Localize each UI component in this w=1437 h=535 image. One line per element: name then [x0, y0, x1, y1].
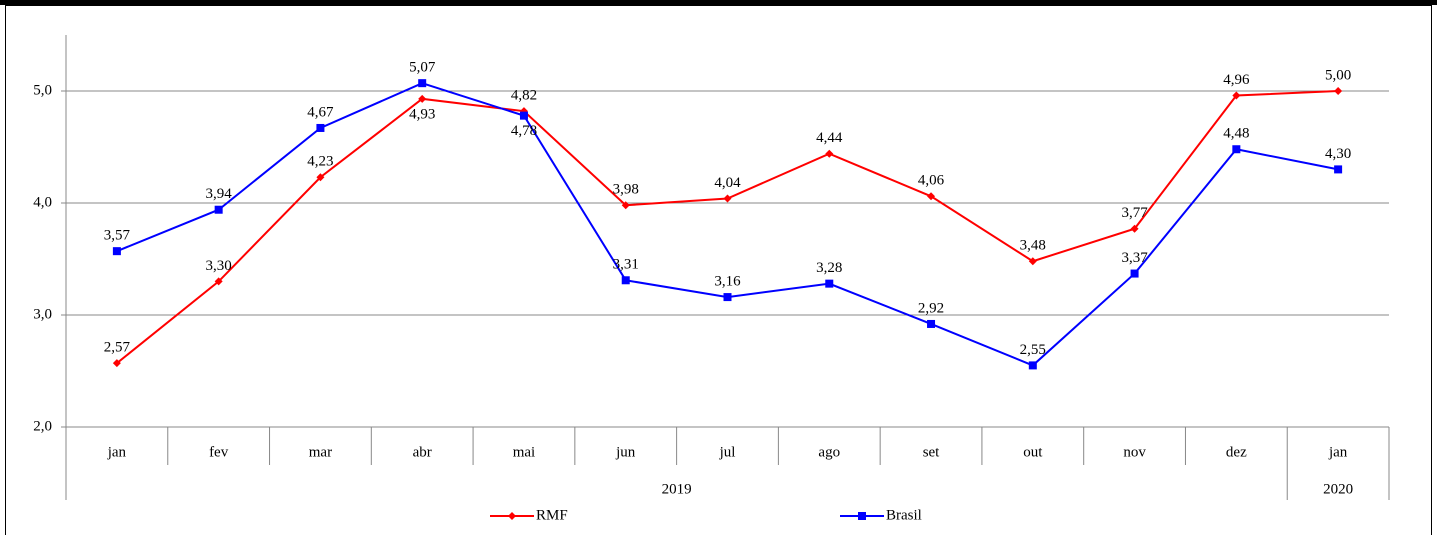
- x-tick-label: abr: [413, 444, 432, 460]
- data-point: [927, 192, 936, 201]
- legend-label: Brasil: [886, 507, 922, 523]
- data-point: [214, 205, 223, 214]
- data-point: [1334, 87, 1343, 95]
- data-label: 4,48: [1223, 126, 1249, 142]
- x-tick-label: jun: [615, 444, 636, 460]
- data-label: 3,28: [816, 260, 842, 276]
- x-tick-label: set: [923, 444, 940, 460]
- data-point: [621, 276, 630, 285]
- data-label: 3,31: [613, 257, 639, 273]
- data-label: 4,30: [1325, 146, 1351, 162]
- data-point: [1334, 165, 1343, 174]
- data-label: 3,16: [714, 274, 741, 290]
- data-point: [1028, 361, 1037, 370]
- series-line: [116, 82, 1339, 367]
- data-label: 4,23: [307, 154, 333, 170]
- y-tick-label: 3,0: [33, 306, 52, 322]
- data-label: 3,37: [1121, 250, 1148, 266]
- data-label: 4,06: [918, 173, 945, 189]
- chart-frame: [5, 5, 1432, 535]
- data-point: [214, 277, 223, 286]
- data-label: 3,77: [1121, 205, 1148, 221]
- x-tick-label: fev: [209, 444, 229, 460]
- year-label: 2020: [1323, 481, 1353, 497]
- data-point: [418, 79, 427, 88]
- data-point: [1232, 91, 1241, 100]
- data-label: 4,82: [511, 88, 537, 104]
- data-label: 4,93: [409, 106, 435, 122]
- data-point: [418, 94, 427, 103]
- x-tick-label: nov: [1123, 444, 1146, 460]
- data-label: 3,98: [613, 182, 639, 198]
- x-tick-label: jan: [107, 444, 127, 460]
- data-label: 4,96: [1223, 72, 1250, 88]
- top-bar: [0, 0, 1437, 5]
- x-tick-label: mar: [309, 444, 332, 460]
- data-label: 4,78: [511, 123, 537, 139]
- x-tick-label: out: [1023, 444, 1043, 460]
- data-label: 5,07: [409, 60, 436, 76]
- data-label: 2,57: [104, 340, 131, 356]
- data-point: [621, 201, 630, 210]
- data-point: [927, 319, 936, 328]
- data-point: [112, 247, 121, 256]
- y-tick-label: 4,0: [33, 194, 52, 210]
- data-label: 2,55: [1020, 342, 1046, 358]
- series-line: [116, 90, 1339, 364]
- legend-label: RMF: [536, 507, 568, 523]
- data-label: 2,92: [918, 300, 944, 316]
- data-point: [316, 173, 325, 182]
- data-label: 4,44: [816, 130, 843, 146]
- x-tick-label: mai: [513, 444, 536, 460]
- data-point: [316, 123, 325, 132]
- data-point: [1130, 224, 1139, 233]
- data-label: 3,57: [104, 228, 131, 244]
- data-label: 5,00: [1325, 67, 1351, 83]
- data-point: [723, 293, 732, 302]
- data-label: 4,04: [714, 175, 741, 191]
- data-point: [1232, 145, 1241, 154]
- data-label: 3,48: [1020, 238, 1046, 254]
- data-point: [825, 279, 834, 288]
- data-point: [112, 359, 121, 368]
- x-tick-label: ago: [818, 444, 840, 460]
- x-tick-label: dez: [1226, 444, 1247, 460]
- legend-marker: [508, 512, 516, 520]
- data-point: [519, 111, 528, 120]
- data-point: [825, 149, 834, 158]
- legend-marker: [858, 512, 866, 520]
- data-label: 4,67: [307, 104, 334, 120]
- data-label: 3,30: [206, 258, 232, 274]
- year-label: 2019: [662, 481, 692, 497]
- data-label: 3,94: [206, 186, 233, 202]
- data-point: [1130, 269, 1139, 278]
- y-tick-label: 2,0: [33, 418, 52, 434]
- x-tick-label: jul: [719, 444, 736, 460]
- data-point: [723, 194, 732, 203]
- data-point: [1028, 257, 1037, 266]
- y-tick-label: 5,0: [33, 82, 52, 98]
- x-tick-label: jan: [1328, 444, 1348, 460]
